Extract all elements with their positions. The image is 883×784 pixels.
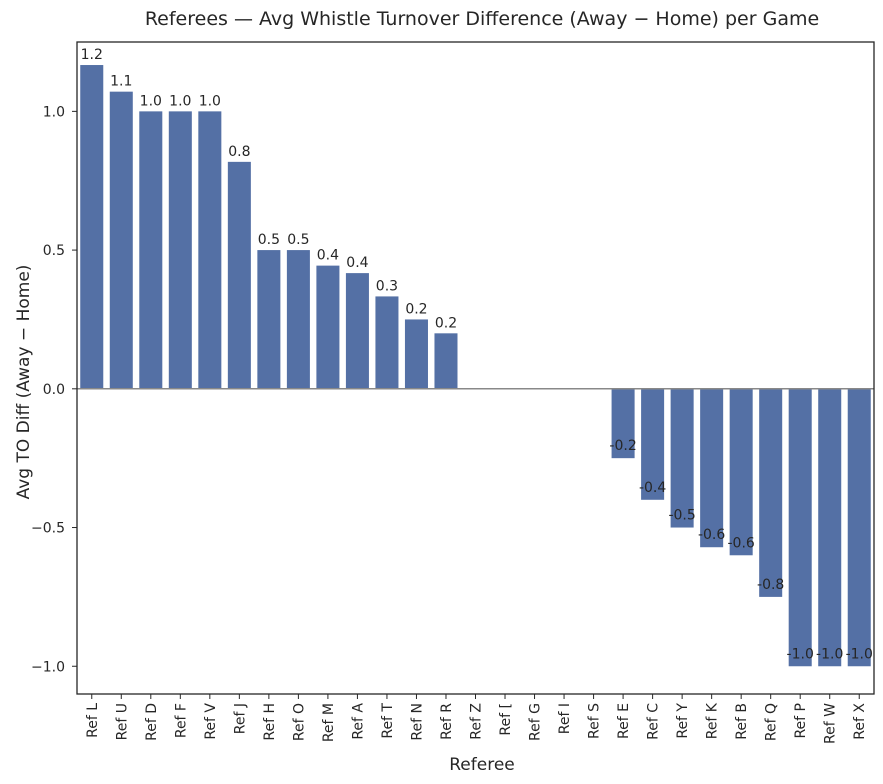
x-tick-label: Ref T	[380, 703, 396, 739]
bar-20	[670, 388, 694, 528]
x-tick-label: Ref M	[321, 703, 337, 742]
bar-25	[818, 388, 842, 667]
data-labels-group: 1.2 1.1 1.0 1.0 1.0 0.8 0.5 0.5 0.4 0.4 0.3 0.2 0.2 -…	[81, 47, 873, 662]
bar-value-label: 0.8	[228, 144, 250, 160]
bar-value-label: -1.0	[816, 646, 843, 662]
bar-7	[286, 250, 310, 389]
bar-value-label: -0.2	[609, 438, 636, 454]
bar-21	[700, 388, 724, 548]
y-axis-ticks: −1.0 −0.5 0.0 0.5 1.0	[31, 104, 77, 675]
x-tick-label: Ref J	[232, 703, 248, 734]
bar-1	[109, 91, 133, 389]
bar-22	[729, 388, 753, 556]
bar-value-label: 0.2	[435, 315, 457, 331]
x-tick-label: Ref I	[557, 703, 573, 734]
plot-frame	[76, 41, 875, 695]
x-tick-label: Ref L	[85, 703, 101, 738]
x-tick-label: Ref O	[291, 703, 307, 741]
bar-value-label: -0.4	[639, 480, 666, 496]
bar-value-label: -1.0	[787, 646, 814, 662]
x-tick-label: Ref K	[705, 702, 721, 739]
x-axis-ticks: Ref L Ref U Ref D Ref F Ref V Ref J Ref H Ref O…	[85, 694, 868, 744]
bar-10	[375, 296, 399, 389]
bar-value-label: 0.2	[405, 301, 427, 317]
x-tick-label: Ref U	[114, 703, 130, 740]
bar-19	[641, 388, 665, 500]
x-tick-label: Ref X	[852, 703, 868, 740]
bar-value-label: -0.6	[728, 535, 755, 551]
bar-4	[198, 111, 222, 389]
bar-value-label: 1.0	[169, 93, 191, 109]
bar-2	[139, 111, 163, 389]
x-tick-label: Ref R	[439, 703, 455, 740]
bar-24	[788, 388, 812, 667]
bar-3	[168, 111, 192, 389]
bar-value-label: 0.5	[258, 232, 280, 248]
bar-value-label: -0.8	[757, 577, 784, 593]
x-axis-label: Referee	[449, 755, 515, 775]
bar-value-label: 1.2	[81, 47, 103, 63]
bar-8	[316, 265, 340, 389]
y-tick-label: 1.0	[43, 104, 65, 120]
x-tick-label: Ref B	[734, 703, 750, 740]
y-tick-label: 0.5	[43, 243, 65, 259]
bar-value-label: 0.5	[287, 232, 309, 248]
x-tick-label: Ref S	[587, 703, 603, 739]
bar-value-label: 1.0	[199, 93, 221, 109]
bar-12	[434, 333, 458, 389]
y-tick-label: −1.0	[31, 659, 65, 675]
bar-value-label: -1.0	[846, 646, 873, 662]
bar-value-label: -0.5	[668, 508, 695, 524]
x-tick-label: Ref G	[528, 703, 544, 741]
bar-value-label: 0.4	[346, 255, 368, 271]
x-tick-label: Ref F	[173, 703, 189, 738]
bar-value-label: 1.0	[140, 93, 162, 109]
x-tick-label: Ref Q	[764, 703, 780, 741]
bar-5	[227, 161, 251, 389]
bar-0	[80, 65, 104, 389]
bar-value-label: 0.3	[376, 278, 398, 294]
y-tick-label: 0.0	[43, 382, 65, 398]
bar-value-label: -0.6	[698, 527, 725, 543]
x-tick-label: Ref C	[646, 703, 662, 740]
y-axis-label: Avg TO Diff (Away − Home)	[14, 265, 34, 500]
bar-value-label: 0.4	[317, 248, 339, 264]
bar-9	[345, 273, 369, 389]
bar-26	[847, 388, 871, 667]
x-tick-label: Ref D	[144, 703, 160, 741]
x-tick-label: Ref W	[823, 703, 839, 744]
chart-title: Referees — Avg Whistle Turnover Differen…	[145, 8, 819, 30]
bars-group	[80, 65, 871, 667]
x-tick-label: Ref E	[616, 703, 632, 739]
x-tick-label: Ref Y	[675, 703, 691, 739]
x-tick-label: Ref H	[262, 703, 278, 741]
y-tick-label: −0.5	[31, 521, 65, 537]
x-tick-label: Ref [	[498, 703, 514, 736]
x-tick-label: Ref N	[409, 703, 425, 741]
bar-6	[257, 250, 281, 389]
x-tick-label: Ref P	[793, 703, 809, 739]
bar-23	[759, 388, 783, 597]
bar-11	[404, 319, 428, 389]
x-tick-label: Ref Z	[469, 703, 485, 740]
x-tick-label: Ref V	[203, 703, 219, 740]
bar-value-label: 1.1	[110, 74, 132, 90]
bar-18	[611, 388, 635, 459]
x-tick-label: Ref A	[350, 703, 366, 740]
